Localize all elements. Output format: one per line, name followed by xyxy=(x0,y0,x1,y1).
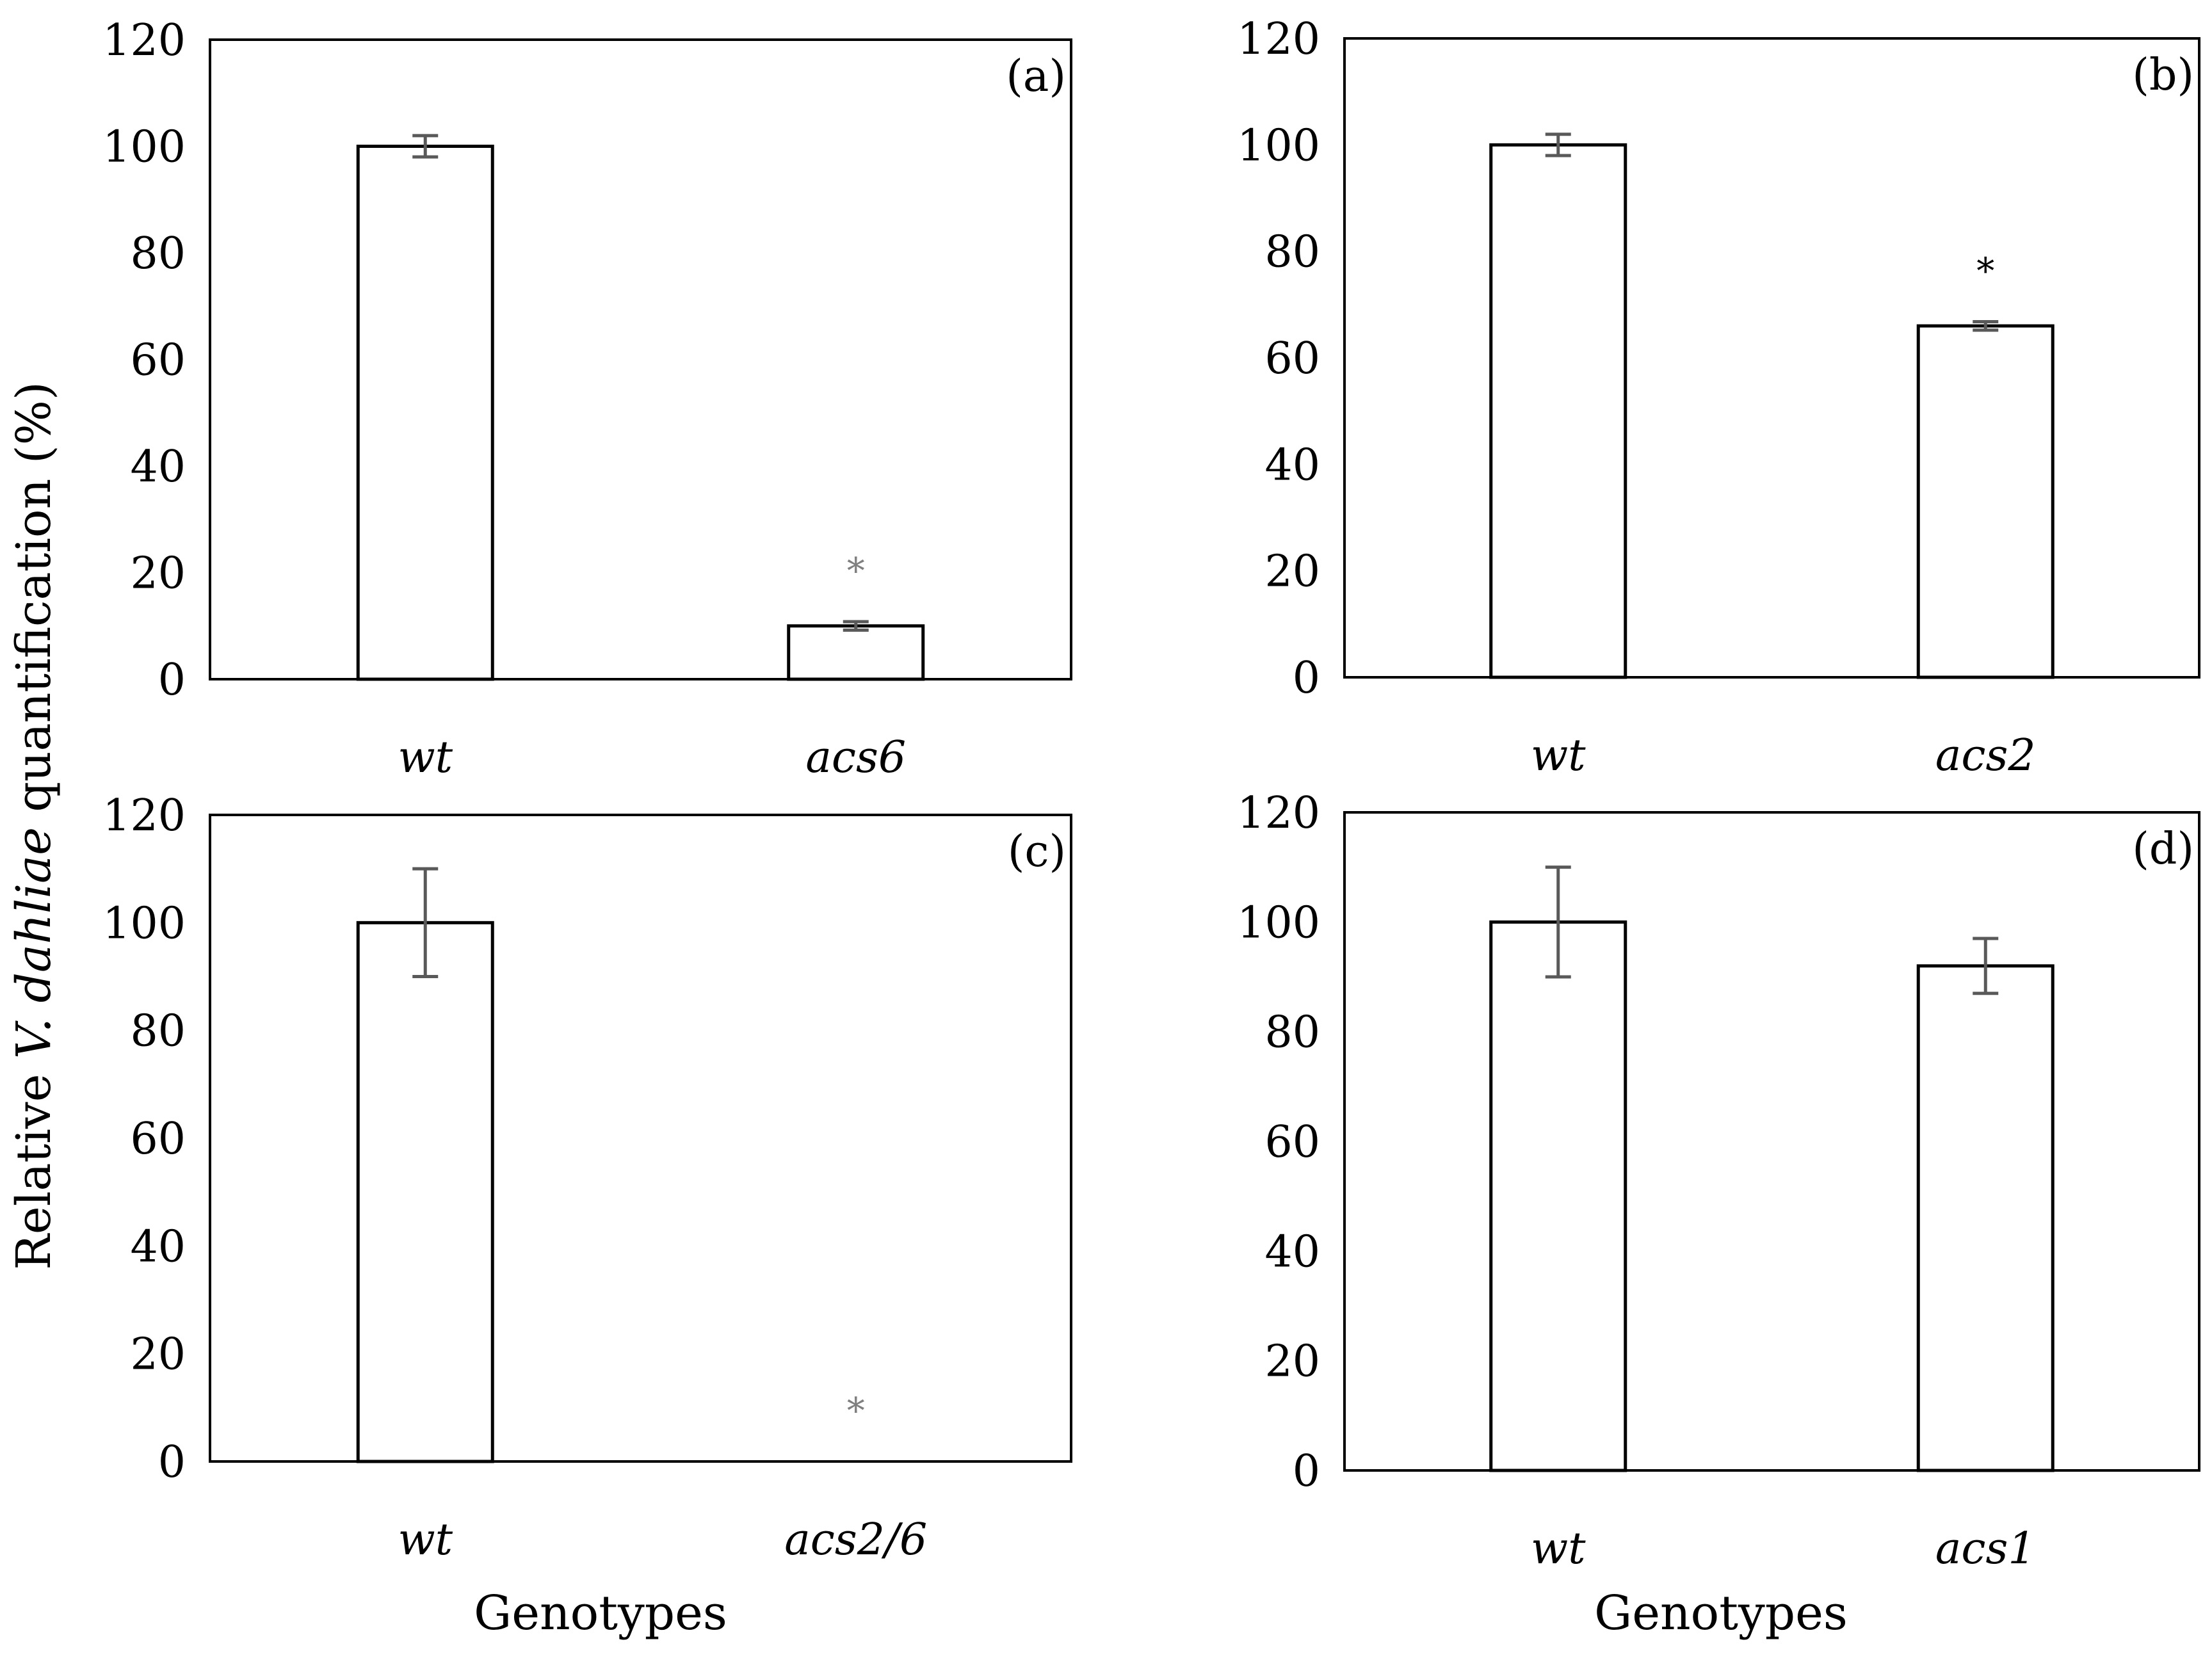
y-tick-label: 60 xyxy=(1264,1117,1320,1168)
y-tick-label: 60 xyxy=(130,1114,186,1164)
panel-label: (a) xyxy=(1006,51,1066,102)
y-tick-label: 20 xyxy=(130,1330,186,1380)
x-tick-label-acs1: acs1 xyxy=(1935,1524,2036,1574)
y-tick-label: 120 xyxy=(1237,14,1320,65)
y-tick-label: 40 xyxy=(1264,440,1320,490)
chart-panel-2: 0 20 40 60 80 100 120 (b) wt acs2 * xyxy=(1237,14,2200,781)
y-axis-title-species: V. dahliae xyxy=(6,827,61,1059)
y-tick-label: 20 xyxy=(1264,1337,1320,1387)
y-tick-label: 100 xyxy=(1237,897,1320,948)
panel-label: (d) xyxy=(2132,824,2194,874)
y-tick-label: 0 xyxy=(1293,653,1320,704)
y-tick-label: 60 xyxy=(1264,334,1320,384)
y-tick-label: 120 xyxy=(102,15,186,66)
y-tick-label: 0 xyxy=(1293,1446,1320,1497)
bar-wt xyxy=(356,921,494,1463)
y-tick-label: 120 xyxy=(102,791,186,841)
plot-frame xyxy=(1343,37,2200,679)
significance-marker: * xyxy=(847,1390,865,1432)
x-axis-title-left: Genotypes xyxy=(474,1586,727,1641)
y-tick-label: 40 xyxy=(1264,1227,1320,1277)
significance-marker: * xyxy=(1976,250,1994,292)
y-tick-label: 0 xyxy=(158,1437,186,1488)
plot-frame xyxy=(209,38,1072,680)
bar-wt xyxy=(1489,920,1627,1472)
y-tick-label: 0 xyxy=(158,655,186,705)
panel-label: (c) xyxy=(1008,826,1066,877)
y-tick-label: 120 xyxy=(1237,788,1320,839)
bar-acs2 xyxy=(1916,324,2055,679)
y-tick-label: 40 xyxy=(130,1221,186,1272)
x-tick-label-wt: wt xyxy=(398,732,453,783)
y-axis-title-part-2: quantification (%) xyxy=(6,382,61,827)
chart-panel-1: 0 20 40 60 80 100 120 (a) wt acs6 * xyxy=(102,15,1072,783)
x-tick-label-acs6: acs6 xyxy=(805,732,906,783)
y-tick-label: 80 xyxy=(130,1006,186,1057)
x-tick-label-acs2/6: acs2/6 xyxy=(784,1515,927,1565)
chart-panel-3: 0 20 40 60 80 100 120 (c) wt acs2/6 * xyxy=(102,791,1072,1565)
x-tick-label-wt: wt xyxy=(1531,730,1586,781)
y-tick-label: 80 xyxy=(1264,1008,1320,1058)
bar-wt xyxy=(1489,143,1627,679)
y-tick-label: 60 xyxy=(130,335,186,386)
bar-wt xyxy=(356,145,494,681)
y-tick-label: 80 xyxy=(130,229,186,279)
plot-frame xyxy=(1343,811,2200,1472)
y-tick-label: 20 xyxy=(130,549,186,599)
x-axis-title-right: Genotypes xyxy=(1594,1586,1848,1641)
x-tick-label-acs2: acs2 xyxy=(1935,730,2036,781)
plot-frame xyxy=(209,814,1072,1463)
y-tick-label: 20 xyxy=(1264,547,1320,597)
y-tick-label: 100 xyxy=(102,122,186,173)
y-tick-label: 40 xyxy=(130,442,186,492)
y-axis-title-part-1: Relative xyxy=(6,1059,61,1270)
chart-panel-4: 0 20 40 60 80 100 120 (d) wt acs1 xyxy=(1237,788,2200,1574)
y-tick-label: 80 xyxy=(1264,227,1320,278)
y-tick-label: 100 xyxy=(102,898,186,949)
panel-label: (b) xyxy=(2132,50,2194,101)
x-tick-label-wt: wt xyxy=(398,1515,453,1565)
significance-marker: * xyxy=(847,551,865,592)
x-tick-label-wt: wt xyxy=(1531,1524,1586,1574)
y-tick-label: 100 xyxy=(1237,120,1320,171)
bar-acs6 xyxy=(787,624,925,681)
y-axis-title: Relative V. dahliae quantification (%) xyxy=(6,382,61,1270)
bar-acs1 xyxy=(1916,964,2055,1472)
